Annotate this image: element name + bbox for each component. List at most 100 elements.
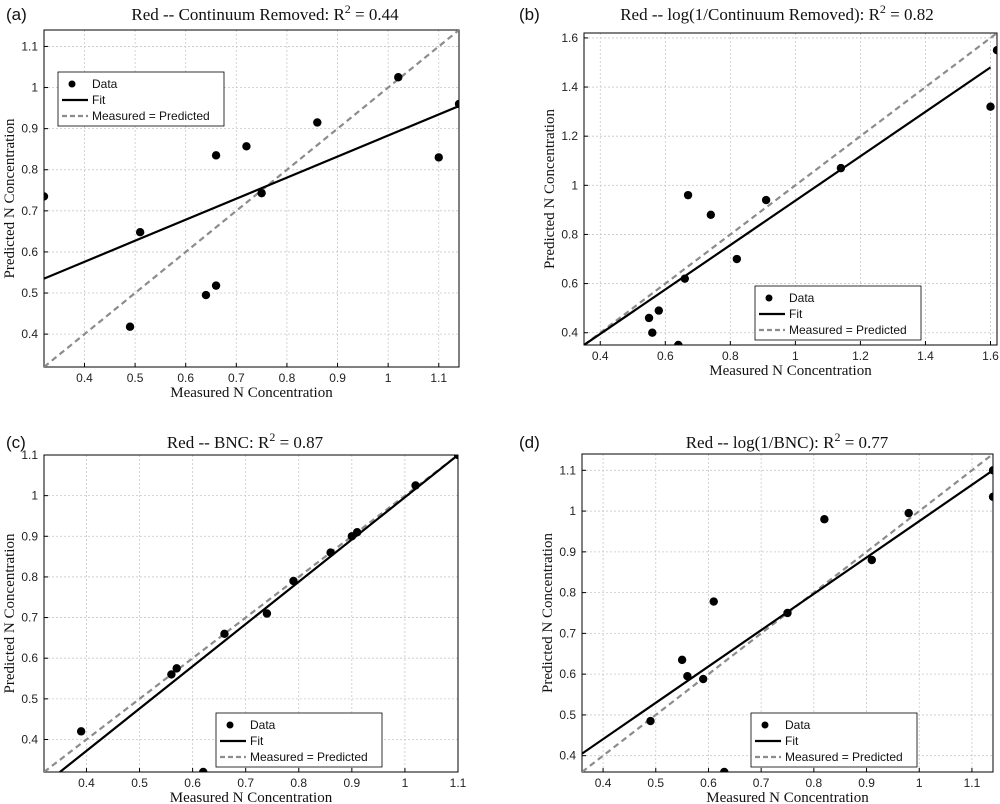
y-tick-label: 0.6 bbox=[21, 245, 38, 259]
data-point bbox=[836, 163, 846, 173]
y-tick-label: 0.5 bbox=[21, 286, 38, 300]
data-point bbox=[289, 576, 298, 586]
y-axis-label: Predicted N Concentration bbox=[2, 533, 18, 693]
x-tick-label: 1 bbox=[916, 776, 923, 790]
data-point bbox=[654, 306, 663, 315]
legend-data-marker bbox=[226, 721, 234, 729]
plot-frame bbox=[581, 453, 994, 773]
chart-panel-c: (c) Red -- BNC: R2 = 0.87 0.4 0.5 0.6 0.7 0.8 0… bbox=[2, 430, 467, 804]
data-point bbox=[677, 655, 687, 665]
chart-panel-b: (b) Red -- log(1/Continuum Removed): R2 =… bbox=[519, 2, 999, 379]
legend-data-marker bbox=[68, 80, 76, 88]
data-point bbox=[698, 674, 708, 684]
chart-title-superscript: 2 bbox=[834, 430, 840, 444]
x-tick-label: 1.1 bbox=[450, 776, 467, 790]
x-tick-label: 1 bbox=[385, 371, 392, 385]
chart-title: Red -- BNC: R2 = 0.87 bbox=[167, 430, 324, 452]
fit-line bbox=[59, 455, 458, 772]
x-tick-label: 0.7 bbox=[753, 776, 770, 790]
data-point bbox=[674, 340, 683, 345]
data-point bbox=[199, 767, 208, 772]
x-tick-label: 1 bbox=[792, 349, 799, 363]
x-tick-label: 0.4 bbox=[78, 776, 95, 790]
data-point bbox=[454, 99, 459, 109]
y-tick-label: 0.9 bbox=[21, 122, 38, 136]
x-tick-label: 1.1 bbox=[430, 371, 447, 385]
data-point bbox=[648, 328, 657, 337]
chart-title-superscript: 2 bbox=[269, 430, 275, 444]
legend: Data Fit Measured = Predicted bbox=[57, 71, 225, 127]
legend: Data Fit Measured = Predicted bbox=[750, 712, 918, 768]
y-tick-label: 0.4 bbox=[21, 327, 38, 341]
data-point bbox=[76, 727, 86, 736]
x-tick-label: 0.5 bbox=[647, 776, 664, 790]
legend-fit-label: Fit bbox=[250, 734, 264, 748]
x-tick-label: 0.8 bbox=[722, 349, 739, 363]
y-tick-label: 1 bbox=[31, 81, 38, 95]
data-point bbox=[988, 492, 993, 502]
data-point bbox=[125, 322, 135, 331]
x-tick-label: 0.4 bbox=[76, 371, 93, 385]
x-axis-label: Measured N Concentration bbox=[709, 363, 872, 379]
y-tick-label: 1.1 bbox=[21, 39, 38, 53]
chart-title-superscript: 2 bbox=[345, 2, 351, 16]
y-tick-label: 1 bbox=[569, 504, 576, 518]
chart-title-suffix: = 0.87 bbox=[275, 433, 323, 452]
legend-fit-label: Fit bbox=[92, 93, 106, 107]
x-tick-label: 0.6 bbox=[177, 371, 194, 385]
x-tick-label: 0.5 bbox=[127, 371, 144, 385]
identity-line bbox=[44, 30, 459, 367]
data-point bbox=[172, 664, 181, 673]
plot-frame bbox=[583, 32, 998, 346]
y-tick-label: 1.6 bbox=[561, 31, 578, 45]
legend-fit-label: Fit bbox=[789, 307, 803, 321]
legend: Data Fit Measured = Predicted bbox=[215, 712, 383, 768]
panel-label: (b) bbox=[519, 5, 540, 24]
x-tick-label: 1.2 bbox=[852, 349, 869, 363]
y-tick-label: 0.4 bbox=[21, 732, 38, 746]
data-point bbox=[211, 151, 221, 160]
fit-line bbox=[584, 66, 992, 345]
identity-line bbox=[582, 454, 993, 772]
legend-identity-label: Measured = Predicted bbox=[250, 750, 368, 764]
y-axis-label: Predicted N Concentration bbox=[2, 118, 18, 278]
x-axis-label: Measured N Concentration bbox=[706, 790, 869, 804]
x-axis-label: Measured N Concentration bbox=[170, 385, 333, 401]
data-point bbox=[783, 608, 792, 618]
legend-data-label: Data bbox=[789, 291, 815, 305]
y-tick-label: 1.1 bbox=[21, 448, 38, 462]
y-tick-label: 0.8 bbox=[21, 570, 38, 584]
data-point bbox=[262, 609, 272, 618]
x-tick-label: 1.6 bbox=[982, 349, 999, 363]
panel-label: (c) bbox=[6, 433, 26, 452]
y-tick-label: 0.6 bbox=[559, 667, 576, 681]
legend-data-marker bbox=[765, 294, 773, 302]
x-tick-label: 0.8 bbox=[806, 776, 823, 790]
x-tick-label: 0.9 bbox=[344, 776, 361, 790]
data-point bbox=[988, 466, 993, 475]
legend-fit-label: Fit bbox=[785, 734, 799, 748]
legend-identity-label: Measured = Predicted bbox=[92, 109, 210, 123]
legend-data-label: Data bbox=[250, 718, 276, 732]
x-tick-label: 1 bbox=[402, 776, 409, 790]
y-tick-label: 0.7 bbox=[21, 611, 38, 625]
y-tick-label: 1.1 bbox=[559, 463, 576, 477]
chart-title-main: Red -- log(1/Continuum Removed): R bbox=[620, 5, 880, 24]
data-point bbox=[867, 555, 877, 565]
plot-frame bbox=[43, 454, 459, 773]
data-point bbox=[44, 192, 49, 201]
y-tick-label: 0.7 bbox=[559, 626, 576, 640]
data-point bbox=[326, 548, 335, 557]
y-tick-label: 0.8 bbox=[559, 586, 576, 600]
legend-data-marker bbox=[761, 721, 769, 729]
x-tick-label: 0.9 bbox=[329, 371, 346, 385]
data-point bbox=[683, 671, 692, 681]
fit-line bbox=[44, 105, 459, 280]
chart-panel-d: (d) Red -- log(1/BNC): R2 = 0.77 0.4 0.5 0.6… bbox=[519, 430, 994, 804]
x-tick-label: 0.6 bbox=[700, 776, 717, 790]
data-point bbox=[220, 629, 229, 639]
chart-title: Red -- log(1/Continuum Removed): R2 = 0.… bbox=[620, 2, 934, 24]
x-tick-label: 0.5 bbox=[131, 776, 148, 790]
x-tick-label: 0.8 bbox=[290, 776, 307, 790]
data-point bbox=[986, 102, 995, 111]
